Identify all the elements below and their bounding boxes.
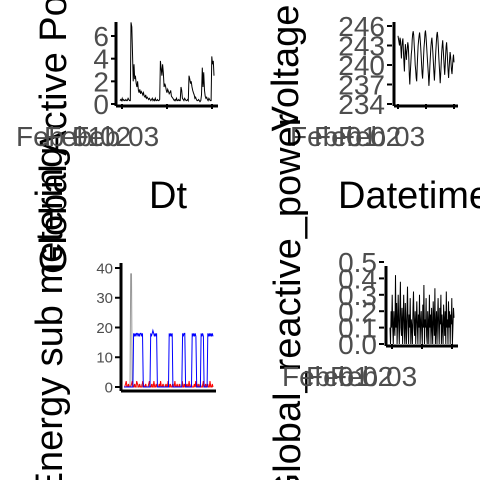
p4-x-tick-label: Feb 03 [330, 361, 417, 392]
p4-ylabel: Global_reactive_power [267, 113, 309, 480]
p2-x-tick-label: Feb 01 [290, 121, 377, 152]
p1-x-tick-label: Feb 02 [44, 121, 131, 152]
p1-x-tick-label: Feb 01 [16, 121, 103, 152]
p3-y-tick-label: 30 [96, 290, 113, 307]
p2-y-tick-label: 237 [338, 70, 385, 101]
p2-y-tick-label: 246 [338, 11, 385, 42]
p3-y-ticks: 0 10 20 30 40 [96, 260, 120, 396]
p3-y-tick-label: 20 [96, 320, 113, 337]
p1-y-tick-label: 0 [93, 89, 109, 120]
p1-xlabel: Dt [149, 175, 187, 217]
p4-x-tick-label: Feb 02 [306, 361, 393, 392]
p4-y-tick-label: 0.4 [338, 263, 377, 294]
p4-y-ticks: 0.00.10.20.30.40.5 [338, 247, 384, 360]
p2-x-tick-label: Feb 02 [314, 121, 401, 152]
p1-x-tick-label: Feb 03 [72, 121, 159, 152]
p2-y-tick-label: 234 [338, 89, 385, 120]
p1-y-tick-label: 2 [93, 66, 109, 97]
p3-series-lines [124, 273, 214, 388]
p4-x-tick-label: Feb 01 [282, 361, 369, 392]
p3-y-tick-label: 10 [96, 350, 113, 367]
p1-ylabel: Global Active Power [33, 0, 75, 274]
p4-y-tick-label: 0.2 [338, 296, 377, 327]
p1-y-tick-label: 6 [93, 21, 109, 52]
p2-y-tick-label: 243 [338, 31, 385, 62]
p3-series-line-3 [124, 328, 214, 388]
p2-series-line [397, 30, 455, 86]
panel-sub-metering: Energy sub metering 0 10 20 30 40 [29, 147, 216, 480]
p4-y-tick-label: 0.5 [338, 247, 377, 278]
p3-ylabel: Energy sub metering [29, 147, 71, 480]
panel-reactive-power: Global_reactive_power 0.00.10.20.30.40.5… [267, 113, 458, 480]
p4-y-tick-label: 0.0 [338, 329, 377, 360]
p2-x-tick-label: Feb 03 [338, 121, 425, 152]
p3-y-tick-label: 40 [96, 260, 113, 277]
p2-y-tick-label: 240 [338, 50, 385, 81]
p2-xlabel: Datetime [338, 175, 480, 217]
p1-series-line [119, 22, 215, 103]
p4-series-line [389, 275, 455, 345]
p4-y-tick-label: 0.3 [338, 280, 377, 311]
p2-ylabel: Voltage [265, 5, 307, 132]
p1-y-tick-label: 4 [93, 44, 109, 75]
p3-y-tick-label: 0 [105, 379, 113, 396]
p4-y-tick-label: 0.1 [338, 313, 377, 344]
